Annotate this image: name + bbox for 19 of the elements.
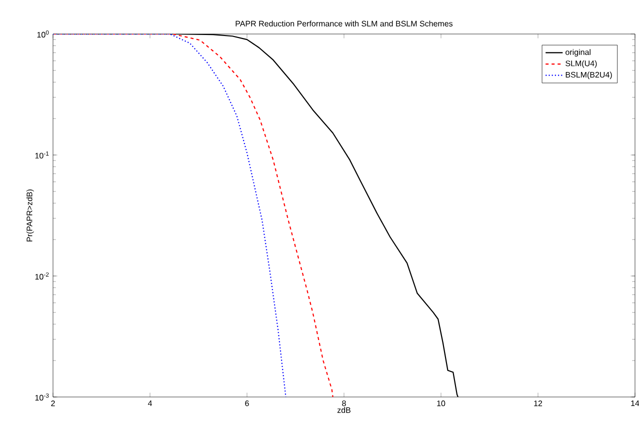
x-tick-label: 8 — [342, 400, 346, 406]
line-series — [53, 34, 286, 397]
x-axis-title: zdB — [337, 407, 350, 413]
line-series — [53, 34, 334, 397]
y-axis-title: Pr(PAPR>zdB) — [26, 190, 34, 242]
chart-title: PAPR Reduction Performance with SLM and BSLM Schemes — [236, 20, 453, 26]
y-tick-label: 10$^{-3}$ — [35, 393, 49, 401]
y-tick-label: 10$^{-2}$ — [35, 272, 49, 280]
legend-label: BSLM(B2U4) — [566, 72, 612, 80]
x-tick-label: 14 — [631, 400, 639, 406]
legend-label: original — [566, 49, 590, 57]
x-tick-label: 10 — [437, 400, 446, 406]
x-tick-label: 6 — [245, 400, 249, 406]
y-tick-label: 10$^{-1}$ — [35, 151, 49, 159]
legend-label: SLM(U4) — [566, 60, 597, 68]
x-tick-label: 2 — [51, 400, 55, 406]
x-tick-label: 12 — [534, 400, 542, 406]
x-tick-label: 4 — [148, 400, 152, 406]
y-tick-label: 10$^{0}$ — [37, 30, 49, 38]
